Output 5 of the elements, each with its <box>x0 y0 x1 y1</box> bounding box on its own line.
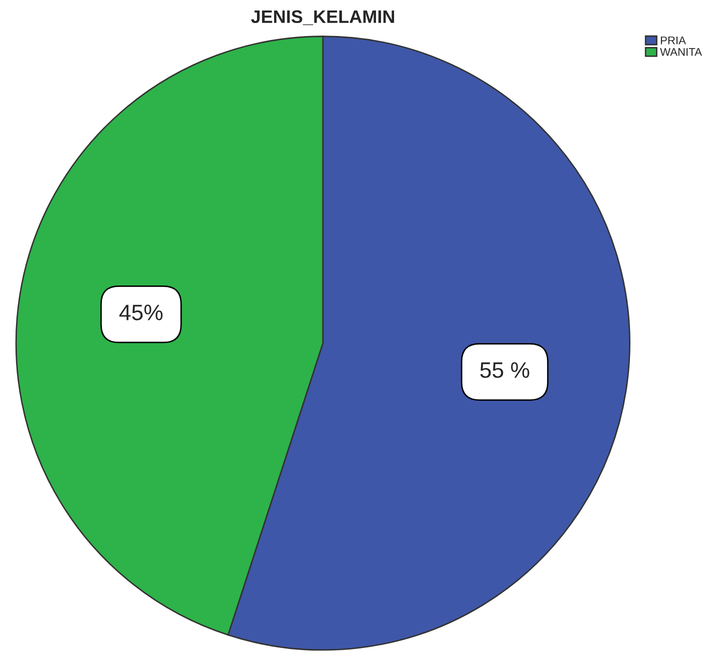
legend-label: WANITA <box>660 48 702 56</box>
chart-title: JENIS_KELAMIN <box>251 10 394 26</box>
data-label: 55 % <box>480 362 530 378</box>
data-label: 45% <box>119 304 163 320</box>
legend-label: PRIA <box>660 36 686 44</box>
